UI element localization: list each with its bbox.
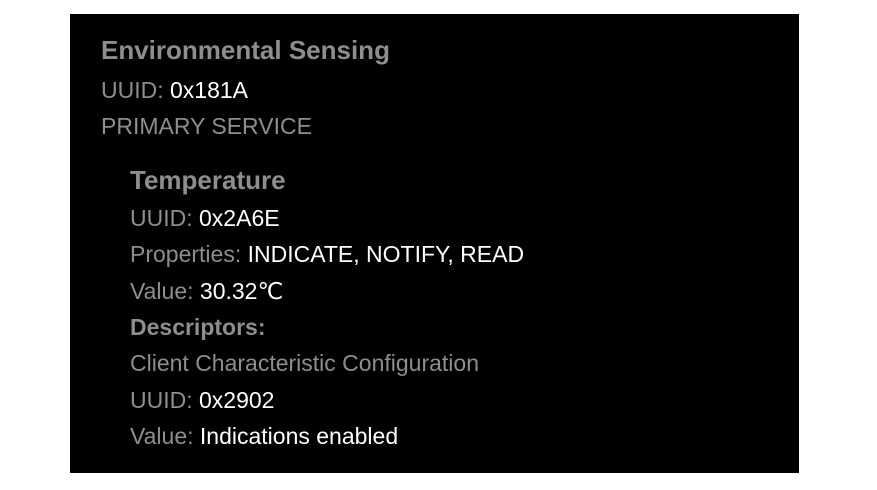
characteristic-uuid-value: 0x2A6E (199, 205, 280, 231)
characteristic-name: Temperature (130, 165, 286, 195)
characteristic-properties-row: Properties: INDICATE, NOTIFY, READ (130, 239, 524, 269)
service-type: PRIMARY SERVICE (101, 113, 312, 139)
descriptor-name: Client Characteristic Configuration (130, 350, 479, 376)
service-uuid-row: UUID: 0x181A (101, 75, 248, 105)
characteristic-properties-label: Properties: (130, 241, 242, 267)
characteristic-uuid-row: UUID: 0x2A6E (130, 203, 280, 233)
service-uuid-value: 0x181A (170, 77, 249, 103)
service-name: Environmental Sensing (101, 35, 390, 65)
service-uuid-label: UUID: (101, 77, 164, 103)
descriptor-uuid-label: UUID: (130, 387, 193, 413)
service-detail-panel: Environmental Sensing UUID: 0x181A PRIMA… (70, 14, 799, 473)
characteristic-value: 30.32℃ (199, 278, 284, 304)
descriptors-heading: Descriptors: (130, 314, 266, 340)
descriptor-value-row: Value: Indications enabled (130, 421, 398, 451)
characteristic-uuid-label: UUID: (130, 205, 193, 231)
characteristic-value-row: Value: 30.32℃ (130, 276, 283, 306)
descriptor-uuid-row: UUID: 0x2902 (130, 385, 274, 415)
descriptor-value: Indications enabled (199, 423, 399, 449)
characteristic-value-label: Value: (130, 278, 194, 304)
characteristic-properties-value: INDICATE, NOTIFY, READ (247, 241, 525, 267)
descriptor-value-label: Value: (130, 423, 194, 449)
descriptor-uuid-value: 0x2902 (199, 387, 275, 413)
